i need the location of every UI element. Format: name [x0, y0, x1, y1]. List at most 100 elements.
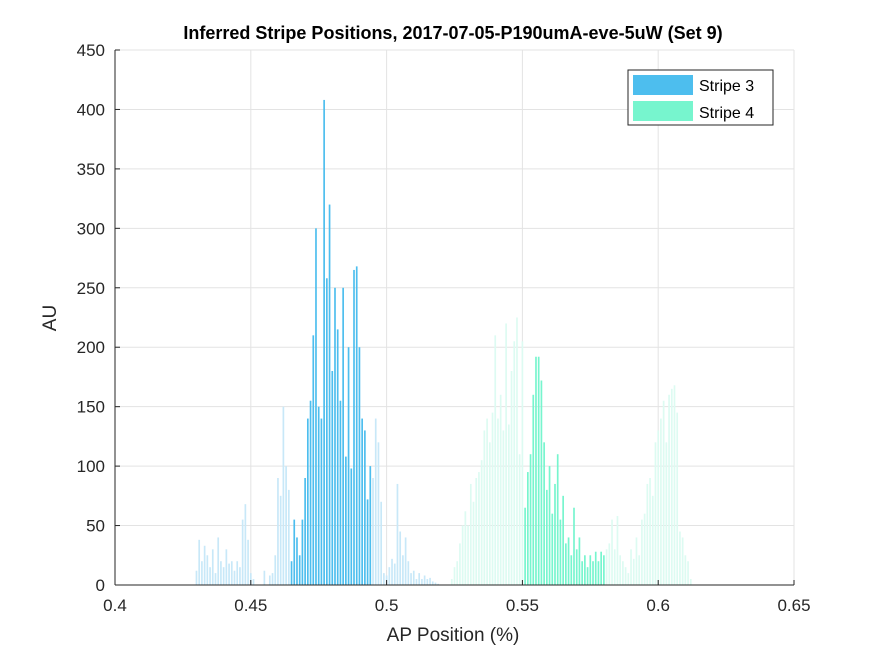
bar-stripe-3	[353, 269, 355, 585]
y-axis-label: AU	[40, 305, 61, 331]
faded-bar-1	[380, 501, 383, 585]
bar-stripe-3	[298, 555, 301, 585]
faded-bar-2	[687, 561, 689, 585]
bar-stripe-4	[597, 561, 600, 585]
bar-stripe-3	[293, 519, 296, 585]
faded-bar-1	[217, 537, 220, 585]
x-tick-label: 0.5	[375, 596, 399, 615]
faded-bar-1	[374, 418, 377, 585]
faded-bar-2	[478, 472, 480, 585]
faded-bar-1	[407, 561, 410, 585]
faded-bar-1	[434, 582, 437, 585]
faded-bar-2	[494, 335, 497, 585]
faded-bar-2	[627, 573, 630, 585]
legend: Stripe 3 Stripe 4	[627, 69, 774, 126]
bar-stripe-3	[366, 499, 369, 585]
bar-stripe-4	[575, 549, 578, 585]
faded-bar-1	[198, 539, 201, 585]
bar-stripe-4	[548, 466, 551, 585]
bar-stripe-3	[301, 519, 304, 585]
faded-bar-1	[383, 573, 385, 585]
faded-bar-1	[233, 570, 236, 585]
faded-bar-2	[646, 483, 649, 585]
bar-stripe-3	[369, 466, 372, 585]
faded-bar-2	[662, 400, 665, 585]
faded-bar-2	[453, 567, 456, 585]
bar-stripe-4	[556, 454, 559, 585]
bar-stripe-4	[584, 555, 586, 585]
faded-bar-2	[475, 478, 478, 585]
faded-bar-2	[499, 394, 502, 585]
bar-stripe-3	[350, 468, 353, 585]
faded-bar-2	[638, 555, 641, 585]
faded-bar-1	[431, 581, 434, 585]
faded-bar-1	[211, 549, 214, 585]
y-tick-label: 250	[77, 279, 105, 298]
faded-bar-2	[622, 561, 624, 585]
bar-stripe-4	[567, 537, 570, 585]
faded-bar-1	[418, 573, 421, 585]
faded-bar-1	[277, 478, 279, 585]
bar-stripe-3	[290, 561, 293, 585]
bar-stripe-3	[345, 456, 347, 585]
faded-bar-2	[467, 525, 469, 585]
bar-stripe-4	[570, 555, 573, 585]
faded-bar-2	[502, 430, 505, 585]
faded-bar-1	[201, 561, 203, 585]
legend-label-stripe-3: Stripe 3	[699, 78, 754, 95]
y-tick-label: 300	[77, 219, 105, 238]
faded-bar-1	[372, 478, 374, 585]
faded-bar-1	[271, 573, 274, 585]
bar-stripe-3	[320, 418, 323, 585]
faded-bar-2	[497, 418, 499, 585]
faded-bar-2	[679, 531, 681, 585]
faded-bar-1	[195, 570, 198, 585]
faded-bar-1	[388, 567, 391, 585]
tick-labels: 0.4 0.45 0.5 0.55 0.6 0.65 0 50 100 150 200 250 300 3…	[77, 41, 811, 615]
y-tick-label: 100	[77, 457, 105, 476]
bar-stripe-3	[328, 204, 331, 585]
faded-bar-2	[507, 424, 510, 585]
faded-bar-2	[469, 483, 472, 585]
y-tick-label: 50	[86, 517, 105, 536]
faded-bar-2	[681, 537, 684, 585]
faded-bar-1	[426, 579, 429, 585]
faded-bar-1	[402, 555, 404, 585]
faded-bar-1	[203, 545, 206, 585]
faded-bar-2	[630, 549, 632, 585]
bar-stripe-4	[562, 495, 564, 585]
faded-bar-1	[252, 579, 255, 585]
faded-bar-1	[437, 583, 440, 585]
faded-bar-2	[611, 519, 613, 585]
bar-stripe-4	[551, 513, 554, 585]
faded-bar-1	[287, 489, 290, 585]
faded-bar-2	[632, 558, 635, 585]
faded-bar-2	[676, 412, 679, 585]
faded-bar-2	[483, 430, 486, 585]
faded-bar-1	[423, 575, 426, 585]
faded-bar-1	[228, 563, 230, 585]
bar-stripe-4	[529, 454, 532, 585]
bar-stripe-3	[331, 371, 334, 585]
faded-bar-2	[619, 555, 622, 585]
faded-bar-1	[396, 483, 399, 585]
faded-bar-2	[521, 341, 524, 585]
faded-bar-1	[241, 519, 244, 585]
y-tick-label: 400	[77, 100, 105, 119]
bar-stripe-4	[546, 489, 548, 585]
faded-bar-2	[689, 579, 692, 585]
bar-stripe-3	[358, 347, 361, 585]
bar-stripe-4	[586, 567, 589, 585]
faded-bar-1	[220, 561, 222, 585]
faded-bar-2	[673, 385, 676, 585]
faded-bar-1	[429, 577, 431, 585]
bar-stripe-3	[347, 347, 350, 585]
legend-swatch-stripe-4	[633, 101, 693, 121]
bar-stripe-4	[543, 442, 545, 585]
faded-bar-1	[214, 573, 217, 585]
faded-bar-2	[488, 442, 491, 585]
faded-bar-1	[249, 573, 252, 585]
faded-bar-1	[282, 406, 285, 585]
x-tick-label: 0.55	[506, 596, 539, 615]
faded-bar-2	[486, 418, 488, 585]
